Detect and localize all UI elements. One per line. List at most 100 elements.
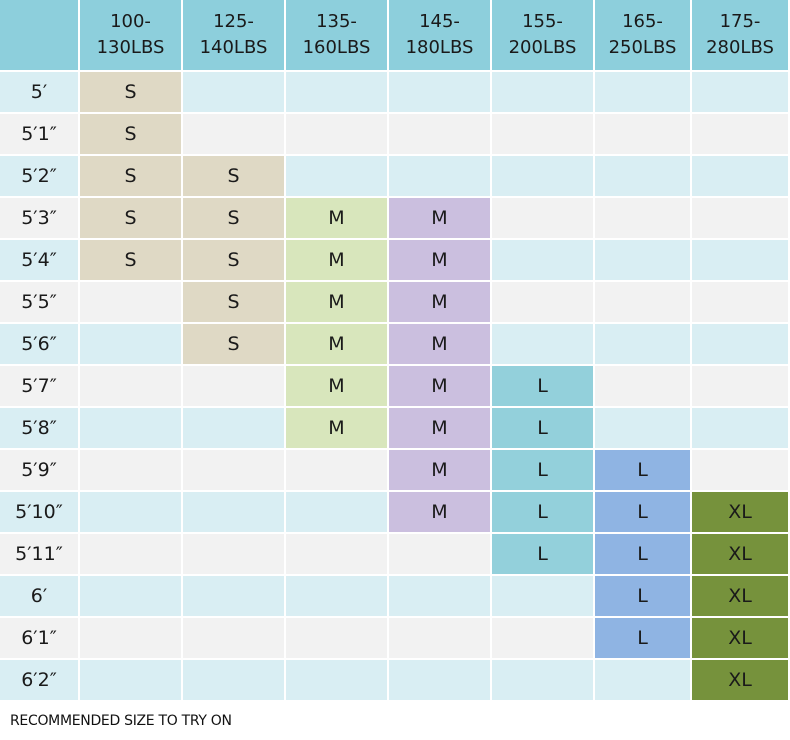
empty-cell — [389, 72, 490, 112]
size-cell: XL — [692, 576, 788, 616]
empty-cell — [286, 492, 387, 532]
size-cell: L — [595, 534, 690, 574]
empty-cell — [595, 240, 690, 280]
empty-cell — [492, 324, 593, 364]
empty-cell — [692, 408, 788, 448]
empty-cell — [492, 240, 593, 280]
size-cell: M — [389, 240, 490, 280]
empty-cell — [692, 240, 788, 280]
empty-cell — [389, 156, 490, 196]
empty-cell — [692, 324, 788, 364]
empty-cell — [492, 660, 593, 700]
height-label: 5′6″ — [0, 324, 78, 364]
size-cell: L — [595, 576, 690, 616]
empty-cell — [492, 282, 593, 322]
weight-header: 100- 130LBS — [80, 0, 181, 70]
empty-cell — [286, 618, 387, 658]
size-cell: S — [80, 156, 181, 196]
empty-cell — [389, 618, 490, 658]
empty-cell — [286, 576, 387, 616]
empty-cell — [492, 618, 593, 658]
empty-cell — [183, 618, 284, 658]
height-label: 6′2″ — [0, 660, 78, 700]
empty-cell — [80, 450, 181, 490]
size-cell: S — [80, 114, 181, 154]
size-cell: M — [389, 198, 490, 238]
height-label: 6′ — [0, 576, 78, 616]
weight-header: 175- 280LBS — [692, 0, 788, 70]
height-label: 5′5″ — [0, 282, 78, 322]
empty-cell — [183, 72, 284, 112]
size-cell: M — [389, 450, 490, 490]
height-label: 5′2″ — [0, 156, 78, 196]
size-cell: XL — [692, 618, 788, 658]
empty-cell — [492, 72, 593, 112]
empty-cell — [492, 114, 593, 154]
empty-cell — [183, 450, 284, 490]
size-cell: L — [595, 450, 690, 490]
size-cell: S — [183, 282, 284, 322]
empty-cell — [492, 198, 593, 238]
size-cell: S — [183, 324, 284, 364]
empty-cell — [492, 156, 593, 196]
size-cell: S — [80, 240, 181, 280]
weight-header: 155- 200LBS — [492, 0, 593, 70]
empty-cell — [389, 114, 490, 154]
empty-cell — [595, 72, 690, 112]
empty-cell — [183, 492, 284, 532]
empty-cell — [595, 660, 690, 700]
empty-cell — [692, 72, 788, 112]
height-label: 5′9″ — [0, 450, 78, 490]
empty-cell — [286, 114, 387, 154]
size-cell: L — [492, 492, 593, 532]
empty-cell — [692, 366, 788, 406]
height-label: 5′11″ — [0, 534, 78, 574]
size-cell: XL — [692, 492, 788, 532]
empty-cell — [80, 534, 181, 574]
empty-cell — [595, 282, 690, 322]
empty-cell — [286, 156, 387, 196]
empty-cell — [595, 366, 690, 406]
size-cell: M — [286, 324, 387, 364]
size-cell: M — [389, 492, 490, 532]
size-cell: M — [286, 240, 387, 280]
empty-cell — [595, 156, 690, 196]
size-cell: M — [389, 408, 490, 448]
empty-cell — [183, 366, 284, 406]
weight-header: 135- 160LBS — [286, 0, 387, 70]
size-cell: M — [286, 282, 387, 322]
empty-cell — [183, 114, 284, 154]
height-label: 5′1″ — [0, 114, 78, 154]
size-cell: S — [80, 72, 181, 112]
height-label: 5′4″ — [0, 240, 78, 280]
empty-cell — [389, 660, 490, 700]
size-cell: M — [286, 366, 387, 406]
empty-cell — [492, 576, 593, 616]
weight-header: 165- 250LBS — [595, 0, 690, 70]
size-cell: S — [80, 198, 181, 238]
empty-cell — [286, 660, 387, 700]
empty-cell — [595, 408, 690, 448]
empty-cell — [692, 450, 788, 490]
weight-header: 145- 180LBS — [389, 0, 490, 70]
size-cell: M — [389, 282, 490, 322]
size-cell: L — [492, 408, 593, 448]
empty-cell — [80, 618, 181, 658]
empty-cell — [80, 492, 181, 532]
empty-cell — [286, 450, 387, 490]
empty-cell — [183, 408, 284, 448]
height-label: 6′1″ — [0, 618, 78, 658]
empty-cell — [183, 576, 284, 616]
size-cell: S — [183, 198, 284, 238]
height-label: 5′3″ — [0, 198, 78, 238]
empty-cell — [389, 576, 490, 616]
empty-cell — [595, 114, 690, 154]
size-cell: M — [389, 324, 490, 364]
empty-cell — [389, 534, 490, 574]
empty-cell — [595, 198, 690, 238]
size-cell: XL — [692, 534, 788, 574]
empty-cell — [80, 660, 181, 700]
empty-cell — [80, 324, 181, 364]
empty-cell — [286, 72, 387, 112]
